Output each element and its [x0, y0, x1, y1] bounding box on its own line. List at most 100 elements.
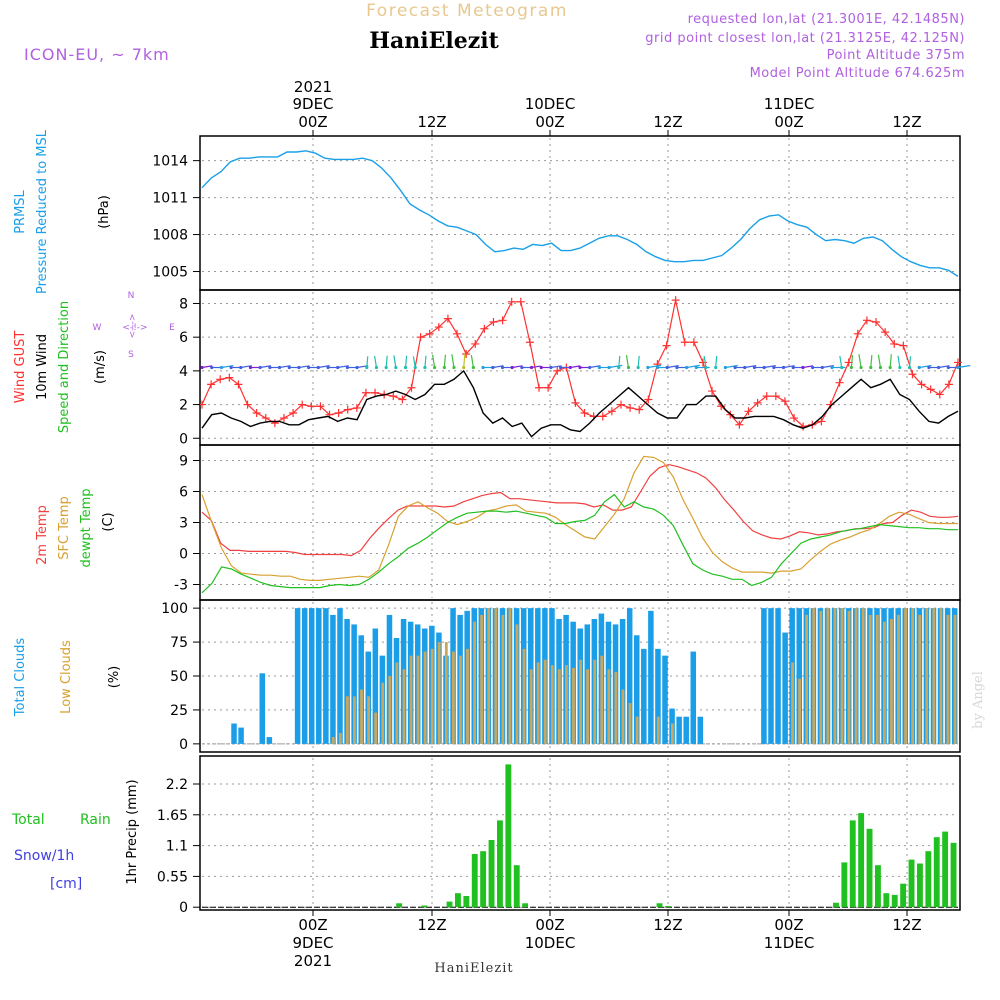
low-cloud-bar	[904, 608, 907, 744]
gust-marker	[881, 328, 890, 337]
gust-marker	[525, 338, 534, 347]
rain-bar	[891, 894, 898, 908]
low-cloud-bar	[529, 669, 533, 744]
wind-arrow-head	[529, 365, 534, 370]
wind-arrow	[550, 365, 562, 369]
low-cloud-bar	[586, 669, 590, 744]
wind-arrow-head	[287, 365, 291, 370]
wind-arrow	[298, 365, 310, 369]
ytick-label-0-1: 1008	[152, 228, 188, 244]
model-name: ICON-EU, ~ 7km	[24, 45, 170, 64]
wind-arrow-head	[665, 365, 669, 370]
temp-2m-line	[201, 463, 959, 557]
temp-dewpt-line	[201, 493, 958, 594]
gust-marker	[571, 398, 580, 407]
total-cloud-bar	[337, 608, 343, 744]
wind-arrow-head	[365, 365, 369, 370]
total-cloud-bar	[690, 651, 697, 744]
ytick-label-0-2: 1011	[152, 191, 188, 207]
gust-marker	[261, 414, 270, 423]
wind-arrow-head	[481, 365, 485, 370]
wind-arrow-head	[549, 365, 553, 370]
wind-arrow-head	[200, 365, 204, 370]
gust-marker	[580, 408, 589, 417]
bottom-time-label-0-line3: 2021	[294, 952, 332, 970]
wind-arrow-head	[927, 365, 931, 370]
temp-dewpt-label: dewpt Temp	[79, 488, 94, 567]
low-cloud-bar	[480, 614, 484, 744]
gust-marker	[434, 323, 443, 332]
wind-arrow	[908, 356, 912, 368]
footer-station: HaniElezit	[434, 961, 513, 976]
pressure-labels: PRMSL Pressure Reduced to MSL (hPa)	[13, 129, 112, 294]
top-time-label-0-line3: 00Z	[298, 113, 327, 131]
wind-arrow	[703, 355, 707, 368]
total-cloud-bar	[231, 723, 237, 744]
temp-sfc-label: SFC Temp	[57, 496, 72, 560]
gust-marker	[407, 383, 416, 392]
precip-axis-label: 1hr Precip (mm)	[125, 779, 140, 884]
low-cloud-bar	[798, 678, 802, 744]
wind-arrow-head	[811, 365, 815, 370]
low-cloud-bar	[861, 608, 865, 744]
gust-marker	[252, 408, 261, 417]
wind-arrow	[897, 355, 901, 368]
gust-marker	[462, 350, 471, 359]
pressure-unit: (hPa)	[97, 195, 112, 229]
tick-layer: 1005 1008 1011 1014 0 2 4 6 8 -3 0 3 6 9 0 25 50 75 100 0 0.…	[152, 154, 200, 916]
total-cloud-bar	[266, 737, 273, 744]
gust-marker	[343, 405, 352, 414]
gust-marker	[671, 296, 680, 305]
low-cloud-bar	[833, 608, 837, 744]
watermark: by Angel	[971, 671, 986, 729]
gust-marker	[926, 385, 935, 394]
wind-arrow	[366, 356, 369, 368]
gust-marker	[425, 329, 434, 338]
rain-bar	[933, 837, 940, 908]
wind-arrow-head	[636, 365, 640, 370]
low-cloud-bar	[473, 621, 476, 744]
low-cloud-bar	[614, 671, 618, 744]
ytick-label-2-2: 3	[179, 516, 188, 532]
low-cloud-bar	[423, 651, 427, 744]
wind-arrow-head	[646, 365, 650, 370]
wind-arrow	[637, 355, 640, 368]
wind-arrow-head	[714, 365, 718, 370]
gust-marker	[680, 338, 689, 347]
wind-arrow-head	[578, 365, 582, 370]
wind-arrow	[374, 355, 378, 368]
gust-marker	[352, 403, 361, 412]
wind-arrow-head	[394, 365, 398, 370]
wind-arrow-head	[840, 365, 844, 370]
gust-marker	[234, 380, 243, 389]
low-cloud-bar	[444, 642, 448, 744]
wind-arrow-head	[617, 365, 621, 370]
wind-arrow	[393, 355, 397, 368]
gust-marker	[507, 297, 516, 306]
rain-bar	[505, 764, 512, 908]
wind-arrow-head	[937, 365, 941, 370]
ytick-label-4-1: 0.55	[157, 869, 188, 885]
total-cloud-bar	[697, 716, 704, 744]
gust-marker	[553, 366, 562, 375]
gust-marker	[535, 383, 544, 392]
wind-arrow-head	[384, 365, 388, 370]
low-cloud-bar	[946, 614, 950, 744]
gust-marker	[270, 419, 279, 428]
bottom-time-label-4-line1: 00Z	[774, 916, 803, 934]
gust-marker	[908, 370, 917, 379]
gust-marker	[316, 402, 325, 411]
bottom-time-label-2-line2: 10DEC	[525, 934, 576, 952]
wind-arrow	[221, 364, 234, 369]
compass-s: S	[128, 350, 134, 360]
wind-arrow-head	[723, 365, 727, 370]
total-cloud-bar	[294, 608, 301, 744]
wind-arrow	[938, 365, 950, 369]
gust-marker	[298, 400, 307, 409]
requested-coords: requested lon,lat (21.3001E, 42.1485N)	[688, 12, 965, 27]
wind-arrow	[647, 364, 662, 369]
rain-bar	[841, 862, 848, 908]
ytick-label-4-4: 2.2	[166, 777, 188, 793]
